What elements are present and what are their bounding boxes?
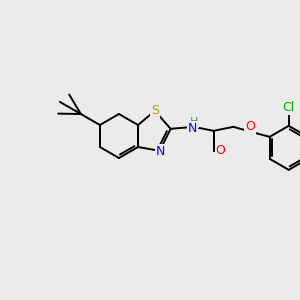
Text: H: H (190, 117, 198, 127)
Text: Cl: Cl (283, 100, 295, 113)
Text: O: O (245, 120, 255, 133)
Text: N: N (156, 145, 165, 158)
Text: O: O (216, 144, 226, 157)
Text: N: N (188, 122, 197, 135)
Text: S: S (151, 104, 159, 117)
